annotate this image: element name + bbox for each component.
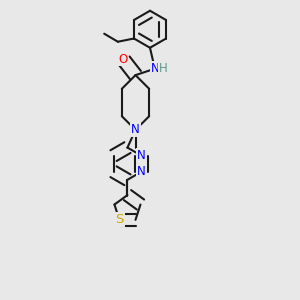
Text: N: N (131, 123, 140, 136)
Text: S: S (115, 213, 124, 226)
Text: N: N (137, 165, 146, 178)
Text: O: O (118, 52, 127, 65)
Text: H: H (159, 62, 168, 75)
Text: N: N (151, 62, 159, 75)
Text: N: N (137, 149, 146, 162)
